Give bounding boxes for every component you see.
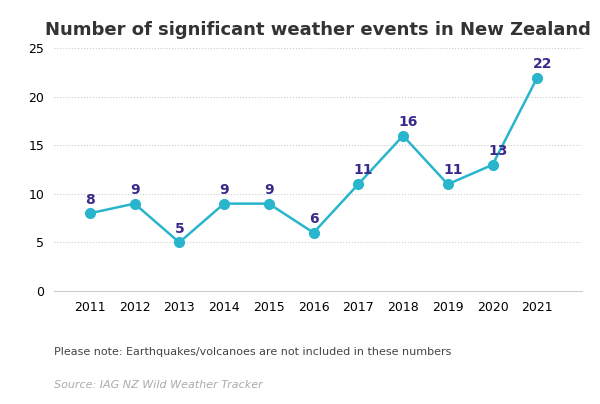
Text: 16: 16 (398, 115, 418, 129)
Text: 6: 6 (309, 212, 319, 226)
Text: 9: 9 (265, 183, 274, 197)
Text: 22: 22 (533, 57, 552, 71)
Title: Number of significant weather events in New Zealand: Number of significant weather events in … (45, 21, 591, 39)
Text: Please note: Earthquakes/volcanoes are not included in these numbers: Please note: Earthquakes/volcanoes are n… (54, 347, 451, 358)
Text: 8: 8 (85, 193, 95, 206)
Text: 11: 11 (443, 164, 463, 177)
Text: 5: 5 (175, 222, 185, 236)
Text: 11: 11 (354, 164, 373, 177)
Text: 13: 13 (488, 144, 508, 158)
Text: Source: IAG NZ Wild Weather Tracker: Source: IAG NZ Wild Weather Tracker (54, 380, 263, 390)
Text: 9: 9 (220, 183, 229, 197)
Text: 9: 9 (130, 183, 140, 197)
